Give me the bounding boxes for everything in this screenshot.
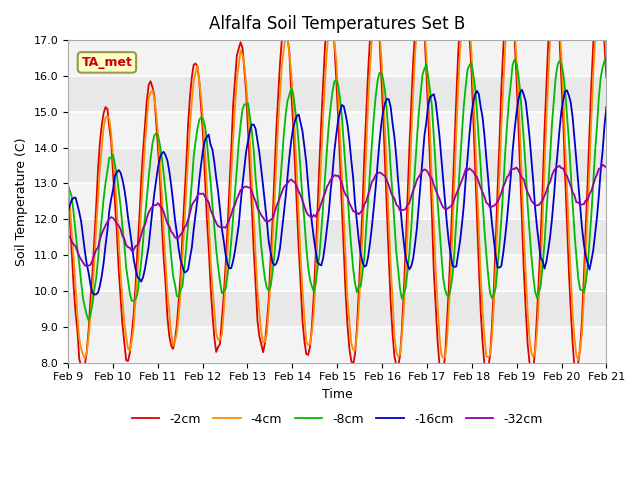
Bar <box>68 255 606 291</box>
-4cm <box>336 133 344 139</box>
Line: -8cm: -8cm <box>68 60 606 321</box>
-8cm <box>85 318 93 324</box>
-8cm <box>64 183 72 189</box>
-32cm <box>113 221 120 227</box>
Line: -16cm: -16cm <box>68 90 606 295</box>
-8cm <box>338 114 346 120</box>
-2cm <box>525 359 533 365</box>
Bar <box>68 327 606 362</box>
-16cm <box>518 87 526 93</box>
Bar <box>68 183 606 219</box>
-32cm <box>602 165 610 170</box>
-32cm <box>518 175 526 180</box>
-16cm <box>113 169 120 175</box>
-2cm <box>602 74 610 80</box>
-16cm <box>64 209 72 215</box>
-8cm <box>520 138 528 144</box>
-16cm <box>602 104 610 110</box>
-8cm <box>511 57 518 62</box>
-16cm <box>90 292 98 298</box>
-2cm <box>64 196 72 202</box>
Line: -4cm: -4cm <box>68 0 606 360</box>
Line: -2cm: -2cm <box>68 0 606 378</box>
-32cm <box>599 162 607 168</box>
-8cm <box>529 273 537 279</box>
-16cm <box>559 97 567 103</box>
-2cm <box>336 161 344 167</box>
-8cm <box>543 211 550 216</box>
-4cm <box>556 22 563 28</box>
-16cm <box>543 259 550 264</box>
Line: -32cm: -32cm <box>68 165 606 266</box>
-32cm <box>83 263 91 269</box>
-16cm <box>529 178 537 184</box>
-4cm <box>111 177 119 182</box>
-16cm <box>520 92 528 98</box>
-2cm <box>541 129 548 135</box>
-4cm <box>574 357 582 363</box>
-4cm <box>539 218 547 224</box>
Bar <box>68 40 606 76</box>
X-axis label: Time: Time <box>322 388 353 401</box>
-32cm <box>527 198 535 204</box>
-4cm <box>602 53 610 59</box>
-4cm <box>516 133 524 139</box>
-8cm <box>559 70 567 76</box>
-2cm <box>559 119 567 124</box>
Title: Alfalfa Soil Temperatures Set B: Alfalfa Soil Temperatures Set B <box>209 15 465 33</box>
-2cm <box>111 199 119 205</box>
-4cm <box>64 182 72 188</box>
Text: TA_met: TA_met <box>81 56 132 69</box>
-32cm <box>557 165 565 171</box>
-8cm <box>602 63 610 69</box>
-32cm <box>338 180 346 186</box>
-32cm <box>64 233 72 239</box>
-32cm <box>541 193 548 199</box>
Bar <box>68 112 606 148</box>
Legend: -2cm, -4cm, -8cm, -16cm, -32cm: -2cm, -4cm, -8cm, -16cm, -32cm <box>127 408 548 431</box>
Y-axis label: Soil Temperature (C): Soil Temperature (C) <box>15 137 28 265</box>
-2cm <box>527 375 535 381</box>
-2cm <box>516 167 524 173</box>
-8cm <box>113 171 120 177</box>
-16cm <box>338 102 346 108</box>
-4cm <box>525 335 533 340</box>
